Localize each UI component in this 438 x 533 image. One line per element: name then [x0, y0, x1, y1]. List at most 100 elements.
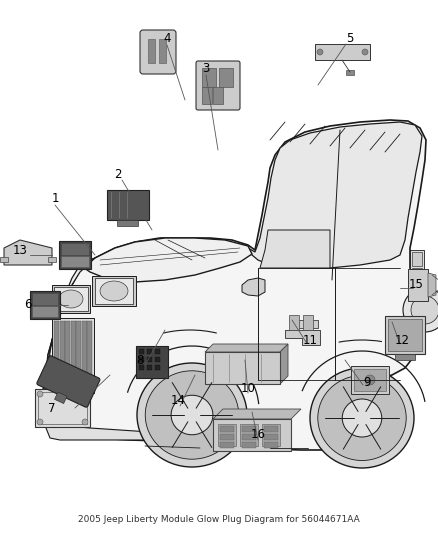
- Text: 16: 16: [251, 429, 265, 441]
- Ellipse shape: [82, 419, 88, 425]
- Polygon shape: [46, 415, 150, 440]
- Text: 1: 1: [51, 191, 59, 205]
- Text: 9: 9: [363, 376, 371, 389]
- Bar: [395, 354, 415, 360]
- Bar: [54, 321, 59, 390]
- Text: 7: 7: [48, 401, 56, 415]
- Bar: [0, 257, 8, 262]
- Ellipse shape: [82, 391, 88, 397]
- Bar: [202, 68, 216, 87]
- Bar: [35, 389, 90, 427]
- Bar: [219, 68, 233, 87]
- Bar: [136, 346, 168, 378]
- Text: 14: 14: [170, 393, 186, 407]
- Polygon shape: [80, 238, 252, 282]
- Bar: [54, 287, 88, 311]
- Bar: [289, 315, 299, 330]
- Bar: [148, 39, 155, 63]
- Bar: [213, 419, 291, 451]
- Bar: [315, 44, 370, 60]
- Polygon shape: [242, 278, 265, 296]
- Bar: [87, 321, 92, 390]
- Polygon shape: [280, 344, 288, 384]
- Text: 11: 11: [303, 334, 318, 346]
- Bar: [32, 293, 58, 305]
- Text: 2: 2: [114, 168, 122, 182]
- Bar: [242, 442, 256, 448]
- Bar: [412, 252, 422, 266]
- Ellipse shape: [318, 376, 406, 461]
- Ellipse shape: [365, 375, 375, 385]
- Text: 8: 8: [136, 353, 144, 367]
- Bar: [354, 369, 386, 391]
- Text: 4: 4: [163, 31, 171, 44]
- FancyBboxPatch shape: [37, 356, 100, 407]
- Text: 2005 Jeep Liberty Module Glow Plug Diagram for 56044671AA: 2005 Jeep Liberty Module Glow Plug Diagr…: [78, 515, 360, 524]
- Bar: [303, 315, 313, 330]
- Bar: [388, 319, 422, 351]
- Text: 6: 6: [24, 298, 32, 311]
- Ellipse shape: [100, 281, 128, 301]
- Bar: [147, 349, 152, 354]
- Bar: [220, 434, 234, 440]
- Bar: [65, 321, 70, 390]
- Polygon shape: [213, 409, 301, 419]
- Bar: [346, 70, 354, 75]
- Bar: [410, 250, 424, 285]
- Bar: [242, 426, 256, 432]
- Bar: [408, 269, 428, 301]
- Bar: [92, 276, 136, 306]
- Ellipse shape: [59, 290, 83, 308]
- Ellipse shape: [342, 399, 382, 437]
- Bar: [159, 39, 166, 63]
- Text: 15: 15: [409, 279, 424, 292]
- Ellipse shape: [310, 368, 414, 468]
- Bar: [155, 357, 160, 362]
- Ellipse shape: [403, 288, 438, 332]
- Ellipse shape: [362, 49, 368, 55]
- Bar: [412, 268, 422, 282]
- Bar: [147, 357, 152, 362]
- Bar: [155, 349, 160, 354]
- Bar: [218, 424, 236, 446]
- Bar: [76, 321, 81, 390]
- Bar: [48, 257, 56, 262]
- Bar: [264, 426, 278, 432]
- Bar: [213, 87, 223, 104]
- Ellipse shape: [171, 395, 213, 435]
- Bar: [351, 366, 389, 394]
- Bar: [139, 365, 144, 370]
- Bar: [61, 256, 89, 267]
- Bar: [61, 243, 89, 255]
- Bar: [290, 320, 318, 328]
- Polygon shape: [205, 344, 288, 352]
- Polygon shape: [260, 230, 330, 268]
- Ellipse shape: [137, 363, 247, 467]
- Bar: [155, 365, 160, 370]
- Polygon shape: [4, 240, 52, 265]
- Bar: [32, 306, 58, 317]
- Bar: [385, 316, 425, 354]
- Bar: [242, 434, 256, 440]
- Bar: [147, 365, 152, 370]
- FancyBboxPatch shape: [140, 30, 176, 74]
- Bar: [220, 426, 234, 432]
- Bar: [117, 220, 138, 226]
- Bar: [95, 278, 133, 304]
- Bar: [139, 349, 144, 354]
- Bar: [38, 392, 87, 424]
- Polygon shape: [285, 330, 320, 345]
- Bar: [60, 321, 64, 390]
- Text: 3: 3: [202, 61, 210, 75]
- Bar: [107, 190, 149, 220]
- Bar: [240, 424, 258, 446]
- Ellipse shape: [37, 419, 43, 425]
- Bar: [55, 392, 67, 403]
- Bar: [264, 442, 278, 448]
- Bar: [139, 357, 144, 362]
- Ellipse shape: [317, 49, 323, 55]
- Bar: [52, 318, 94, 393]
- Bar: [52, 285, 90, 313]
- Polygon shape: [428, 273, 436, 297]
- Bar: [202, 87, 212, 104]
